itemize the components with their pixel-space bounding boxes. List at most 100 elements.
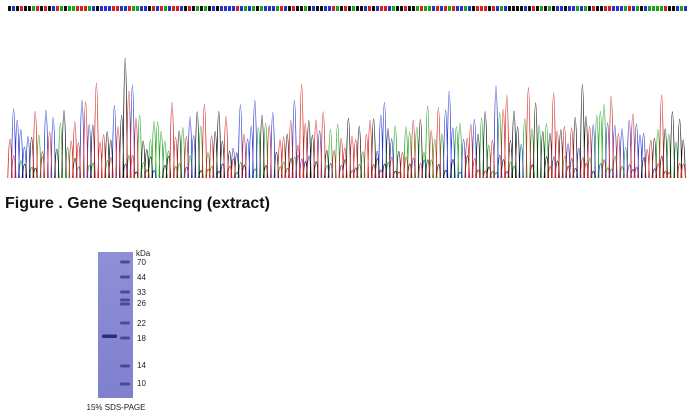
sequence-letter [164,6,167,11]
sequence-letter [88,6,91,11]
sequence-letter [408,6,411,11]
sequence-letter [640,6,643,11]
sequence-letter [64,6,67,11]
sequence-letter [240,6,243,11]
sequence-letter [368,6,371,11]
sequence-letter [520,6,523,11]
sequence-letter [176,6,179,11]
sequence-letter [100,6,103,11]
sequence-letter [200,6,203,11]
sequence-letter [228,6,231,11]
sequence-letter [592,6,595,11]
ladder-band [120,321,130,325]
sequence-letter [384,6,387,11]
sequence-letter [24,6,27,11]
sequence-letter [536,6,539,11]
sequence-letter [364,6,367,11]
sequence-letter [116,6,119,11]
sequence-letter [652,6,655,11]
sequence-letter [276,6,279,11]
sequence-letter [568,6,571,11]
sequence-letter [608,6,611,11]
sequence-letter [120,6,123,11]
sequence-letter [428,6,431,11]
ladder-band [120,382,130,386]
sequence-letter [32,6,35,11]
sequence-letter [656,6,659,11]
sequence-letter [416,6,419,11]
sequence-letter [396,6,399,11]
sequence-letter [580,6,583,11]
sequence-letter [132,6,135,11]
sequence-letter [440,6,443,11]
sequence-letter [632,6,635,11]
sequence-letter [76,6,79,11]
sequence-letter [380,6,383,11]
sequence-letter [552,6,555,11]
sequence-letter [72,6,75,11]
sequence-letter [160,6,163,11]
sequence-letter [284,6,287,11]
sequence-letter [28,6,31,11]
ladder-band [120,336,130,340]
trace [7,82,686,179]
sequence-letter [212,6,215,11]
sequence-letter [140,6,143,11]
sequence-letter [628,6,631,11]
marker-label: 26 [137,299,146,308]
sequence-letter [376,6,379,11]
marker-label: 22 [137,319,146,328]
sequence-letter [196,6,199,11]
sequence-letter [488,6,491,11]
sequence-letter [52,6,55,11]
sequence-letter [636,6,639,11]
sequence-letter [400,6,403,11]
sequence-letter [596,6,599,11]
sequence-letter [40,6,43,11]
sequence-letter [492,6,495,11]
marker-label: 70 [137,258,146,267]
sequence-letter [424,6,427,11]
sequence-letter [188,6,191,11]
sequence-letter [612,6,615,11]
sequence-letter [668,6,671,11]
sequence-letter [260,6,263,11]
sequence-letter [356,6,359,11]
marker-label: 10 [137,379,146,388]
sequence-letter [392,6,395,11]
sequence-letter [432,6,435,11]
sequence-letter [8,6,11,11]
trace [21,57,686,179]
ladder-band [120,302,130,306]
sequence-letter [36,6,39,11]
sequence-letter [136,6,139,11]
sequence-letter [484,6,487,11]
chromatogram [7,57,686,179]
sequence-letter [480,6,483,11]
sequence-letter [204,6,207,11]
sequence-letter [648,6,651,11]
sequence-letter [216,6,219,11]
trace [18,104,679,179]
sequence-letter [168,6,171,11]
figure-caption: Figure . Gene Sequencing (extract) [5,195,270,212]
sequence-letter [180,6,183,11]
sequence-letter [96,6,99,11]
sequence-letter [468,6,471,11]
ladder-band [120,298,130,302]
ladder-band [120,260,130,264]
sequence-letter [328,6,331,11]
sequence-letter [84,6,87,11]
ladder-band [120,364,130,368]
sequence-letter [112,6,115,11]
sequence-letter [564,6,567,11]
sequence-letter [556,6,559,11]
sequence-letter [300,6,303,11]
sequence-letter [156,6,159,11]
sequence-letter [516,6,519,11]
sequence-letter [272,6,275,11]
sequence-letter [448,6,451,11]
sequence-letter [224,6,227,11]
sequence-letter [476,6,479,11]
sequence-letter [372,6,375,11]
